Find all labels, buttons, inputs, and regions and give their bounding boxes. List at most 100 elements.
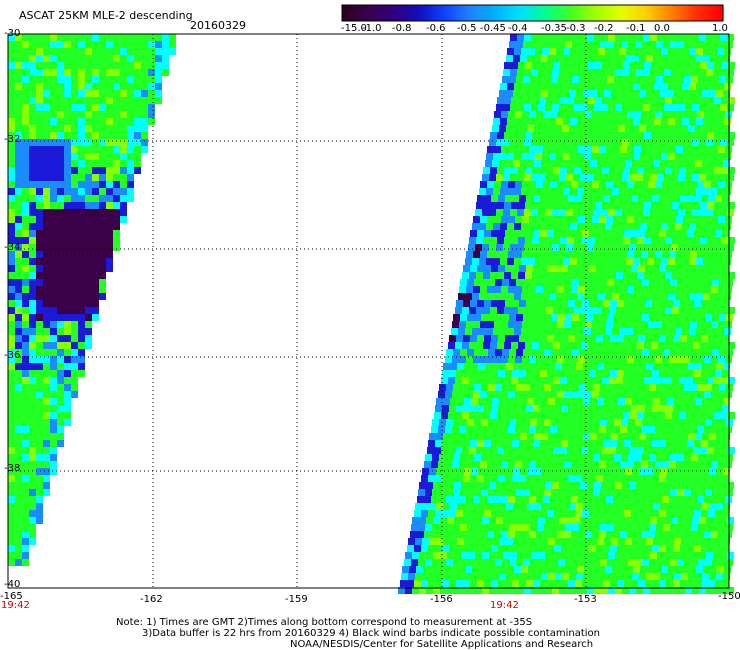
wind-cell [591, 293, 598, 300]
wind-cell [599, 531, 606, 538]
wind-cell [624, 580, 631, 587]
wind-cell [692, 482, 699, 489]
wind-cell [653, 160, 660, 167]
wind-cell [503, 244, 510, 251]
wind-cell [431, 531, 438, 538]
wind-cell [664, 209, 671, 216]
colorbar-segment [621, 5, 626, 21]
wind-cell [462, 272, 469, 279]
wind-cell [99, 90, 106, 97]
wind-cell [78, 118, 85, 125]
wind-cell [50, 167, 57, 174]
wind-cell [646, 573, 653, 580]
wind-cell [43, 69, 50, 76]
wind-cell [718, 146, 725, 153]
wind-cell [490, 447, 497, 454]
wind-cell [597, 125, 604, 132]
wind-cell [716, 573, 723, 580]
wind-cell [624, 230, 631, 237]
wind-cell [454, 517, 461, 524]
wind-cell [550, 181, 557, 188]
wind-cell [106, 97, 113, 104]
wind-cell [405, 552, 412, 559]
wind-cell [566, 104, 573, 111]
wind-cell [29, 447, 36, 454]
wind-cell [50, 223, 57, 230]
wind-cell [659, 300, 666, 307]
wind-cell [494, 321, 501, 328]
wind-cell [451, 328, 458, 335]
wind-cell [594, 209, 601, 216]
wind-cell [526, 265, 533, 272]
wind-cell [551, 489, 558, 496]
wind-cell [71, 335, 78, 342]
wind-cell [57, 76, 64, 83]
wind-cell [567, 167, 574, 174]
wind-cell [676, 496, 683, 503]
wind-cell [476, 377, 483, 384]
wind-cell [728, 237, 735, 244]
colorbar-segment [472, 5, 476, 21]
wind-cell [499, 90, 506, 97]
wind-cell [673, 195, 680, 202]
wind-cell [535, 153, 542, 160]
wind-cell [690, 391, 697, 398]
wind-cell [635, 524, 642, 531]
wind-cell [29, 104, 36, 111]
wind-cell [470, 510, 477, 517]
wind-cell [698, 454, 705, 461]
wind-cell [64, 111, 71, 118]
wind-cell [597, 398, 604, 405]
wind-cell [608, 139, 615, 146]
wind-cell [120, 97, 127, 104]
wind-cell [650, 517, 657, 524]
wind-cell [612, 258, 619, 265]
wind-cell [622, 552, 629, 559]
colorbar-segment [373, 5, 378, 21]
wind-cell [728, 447, 735, 454]
wind-cell [498, 405, 505, 412]
wind-cell [562, 55, 569, 62]
wind-cell [521, 293, 528, 300]
wind-cell [563, 223, 570, 230]
wind-cell [511, 132, 518, 139]
wind-cell [589, 230, 596, 237]
wind-cell [531, 209, 538, 216]
wind-cell [78, 237, 85, 244]
wind-cell [590, 503, 597, 510]
wind-cell [580, 552, 587, 559]
wind-cell [587, 517, 594, 524]
wind-cell [543, 251, 550, 258]
colorbar-segment [503, 5, 508, 21]
wind-cell [675, 48, 682, 55]
wind-cell [469, 447, 476, 454]
wind-cell [22, 132, 29, 139]
wind-cell [43, 419, 50, 426]
wind-cell [595, 307, 602, 314]
wind-cell [148, 69, 155, 76]
wind-cell [484, 440, 491, 447]
wind-cell [658, 447, 665, 454]
wind-cell [693, 412, 700, 419]
wind-cell [514, 118, 521, 125]
wind-cell [690, 286, 697, 293]
wind-cell [99, 83, 106, 90]
colorbar-segment [516, 5, 521, 21]
wind-cell [686, 272, 693, 279]
wind-cell [561, 545, 568, 552]
wind-cell [557, 216, 564, 223]
wind-cell [644, 62, 651, 69]
wind-cell [676, 111, 683, 118]
wind-cell [50, 146, 57, 153]
wind-cell [568, 195, 575, 202]
wind-cell [580, 174, 587, 181]
product-title: ASCAT 25KM MLE-2 descending [19, 9, 193, 22]
wind-cell [497, 447, 504, 454]
wind-cell [106, 76, 113, 83]
wind-cell [22, 300, 29, 307]
wind-cell [673, 405, 680, 412]
wind-cell [625, 90, 632, 97]
wind-cell [595, 272, 602, 279]
wind-cell [22, 118, 29, 125]
wind-cell [642, 454, 649, 461]
